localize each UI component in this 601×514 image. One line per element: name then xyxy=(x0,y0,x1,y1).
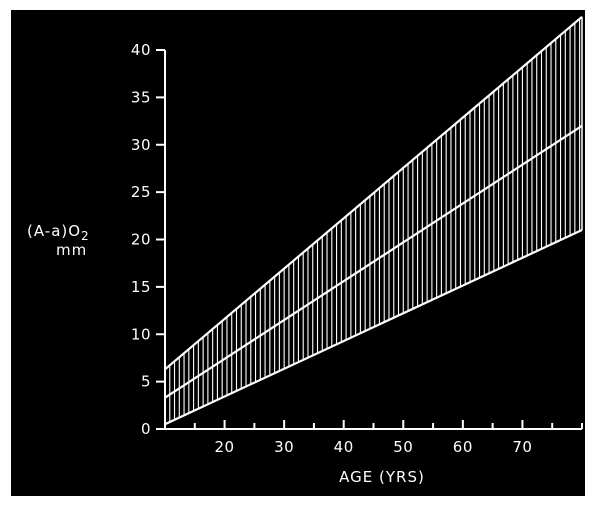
band-upper-line xyxy=(164,15,583,371)
x-tick-label: 60 xyxy=(453,438,473,456)
x-tick-label: 30 xyxy=(274,438,294,456)
x-tick-label: 50 xyxy=(393,438,413,456)
y-tick-label: 20 xyxy=(131,231,151,249)
y-tick-label: 5 xyxy=(141,373,151,391)
ticks: 0 5 10 15 20 25 30 35 40 20 30 40 50 60 70 xyxy=(131,41,583,456)
mean-line xyxy=(164,124,583,399)
x-tick-label: 70 xyxy=(512,438,532,456)
x-tick-label: 20 xyxy=(215,438,235,456)
y-tick-label: 15 xyxy=(131,278,151,296)
y-tick-label: 25 xyxy=(131,183,151,201)
x-axis-label: AGE (YRS) xyxy=(339,468,425,486)
y-tick-label: 0 xyxy=(141,420,151,438)
y-tick-label: 35 xyxy=(131,88,151,106)
y-axis-unit: mm xyxy=(56,241,87,259)
band-lower-line xyxy=(164,229,583,426)
series-lines xyxy=(164,124,583,399)
y-tick-label: 40 xyxy=(131,41,151,59)
x-tick-label: 40 xyxy=(334,438,354,456)
y-tick-label: 30 xyxy=(131,136,151,154)
y-axis-label: (A-a)O2 xyxy=(27,222,90,243)
band-boundaries xyxy=(164,15,583,426)
y-tick-label: 10 xyxy=(131,325,151,343)
